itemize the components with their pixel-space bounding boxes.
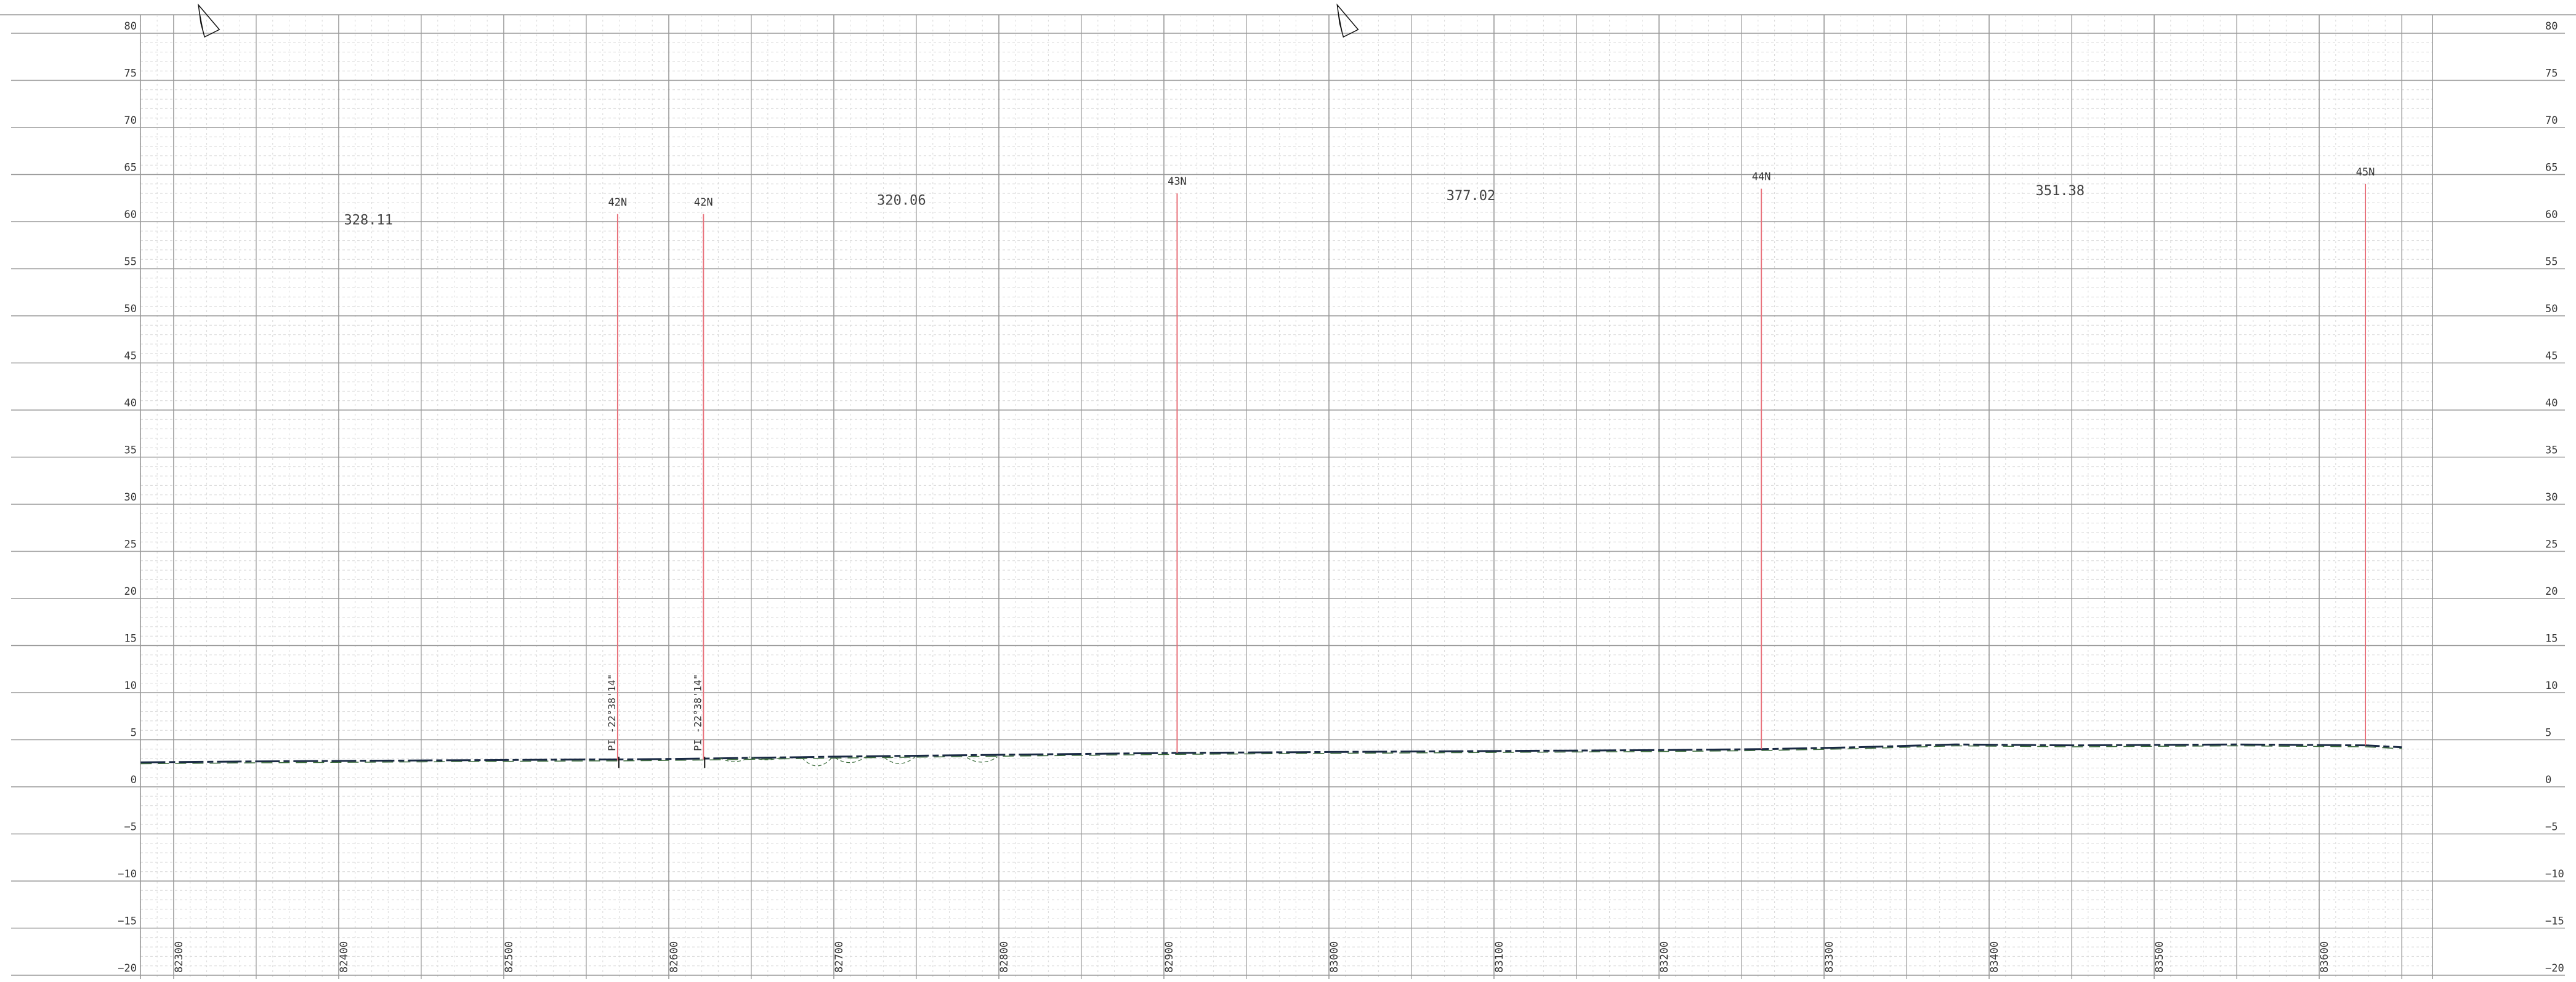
elevation-tick-label-right: 65 [2545, 162, 2558, 174]
elevation-tick-label-right: 35 [2545, 445, 2558, 457]
elevation-tick-label-right: 45 [2545, 350, 2558, 363]
chainage-tick-label: 83300 [1823, 941, 1836, 973]
elevation-tick-label-left: 55 [124, 256, 137, 268]
pi-angle-label: PI -22°38'14" [692, 674, 703, 751]
grid [0, 15, 2576, 979]
chainage-tick-label: 83400 [1989, 941, 2001, 973]
span-length-label: 351.38 [2035, 183, 2084, 199]
elevation-tick-label-right: 75 [2545, 68, 2558, 80]
pole-label: 43N [1168, 175, 1187, 188]
elevation-tick-label-left: 0 [131, 774, 137, 786]
chainage-tick-label: 82800 [998, 941, 1011, 973]
elevation-tick-label-left: 25 [124, 539, 137, 551]
elevation-tick-label-right: 30 [2545, 491, 2558, 504]
elevation-tick-label-left: 40 [124, 397, 137, 409]
elevation-tick-label-right: −10 [2545, 868, 2564, 880]
chainage-tick-label: 82400 [338, 941, 350, 973]
chainage-tick-label: 82500 [503, 941, 515, 973]
elevation-tick-label-left: −20 [118, 962, 137, 975]
elevation-tick-label-left: 50 [124, 303, 137, 315]
chainage-tick-label: 83600 [2319, 941, 2331, 973]
elevation-tick-label-left: 20 [124, 586, 137, 598]
pole-label: 45N [2356, 166, 2375, 179]
elevation-tick-label-left: 45 [124, 350, 137, 363]
chainage-tick-label: 83500 [2154, 941, 2166, 973]
ground-line-secondary [140, 746, 2402, 763]
elevation-tick-label-left: 5 [131, 727, 137, 739]
span-length-label: 328.11 [344, 213, 392, 228]
chainage-tick-label: 82900 [1163, 941, 1176, 973]
elevation-tick-label-right: 55 [2545, 256, 2558, 268]
elevation-tick-label-left: −5 [124, 821, 137, 834]
elevation-tick-label-right: 40 [2545, 397, 2558, 409]
elevation-tick-label-left: 30 [124, 491, 137, 504]
elevation-tick-label-left: 65 [124, 162, 137, 174]
elevation-tick-label-right: 5 [2545, 727, 2551, 739]
elevation-tick-label-left: 70 [124, 115, 137, 127]
elevation-tick-label-right: 70 [2545, 115, 2558, 127]
elevation-tick-label-left: 80 [124, 20, 137, 33]
ground-profile [140, 744, 2402, 766]
elevation-tick-label-left: 10 [124, 680, 137, 692]
span-length-label: 377.02 [1447, 188, 1495, 204]
north-arrow-outline [198, 5, 219, 37]
chainage-tick-label: 83100 [1493, 941, 1506, 973]
elevation-tick-label-right: 10 [2545, 680, 2558, 692]
elevation-tick-label-left: 15 [124, 633, 137, 645]
elevation-tick-label-left: 35 [124, 445, 137, 457]
elevation-tick-label-right: 20 [2545, 586, 2558, 598]
elevation-tick-label-right: 0 [2545, 774, 2551, 786]
elevation-tick-label-left: −10 [118, 868, 137, 880]
chainage-tick-label: 82300 [173, 941, 185, 973]
elevation-tick-label-right: −20 [2545, 962, 2564, 975]
chainage-tick-label: 82600 [668, 941, 680, 973]
elevation-tick-label-right: 25 [2545, 539, 2558, 551]
elevation-tick-label-right: 60 [2545, 209, 2558, 221]
pole-label: 42N [694, 196, 713, 209]
pole-label: 42N [608, 196, 628, 209]
span-length-label: 320.06 [877, 193, 926, 208]
elevation-tick-label-left: −15 [118, 916, 137, 928]
elevation-tick-label-left: 60 [124, 209, 137, 221]
elevation-tick-label-right: 50 [2545, 303, 2558, 315]
elevation-tick-label-right: −5 [2545, 821, 2558, 834]
pi-angle-label: PI -22°38'14" [606, 674, 618, 751]
chainage-tick-label: 83200 [1658, 941, 1671, 973]
chainage-tick-label: 82700 [833, 941, 846, 973]
elevation-tick-label-right: 15 [2545, 633, 2558, 645]
north-arrows [198, 5, 1358, 37]
pole-label: 44N [1752, 171, 1771, 183]
elevation-tick-label-left: 75 [124, 68, 137, 80]
elevation-tick-label-right: −15 [2545, 916, 2564, 928]
north-arrow-outline [1337, 5, 1358, 37]
chainage-tick-label: 83000 [1328, 941, 1341, 973]
elevation-tick-label-right: 80 [2545, 20, 2558, 33]
